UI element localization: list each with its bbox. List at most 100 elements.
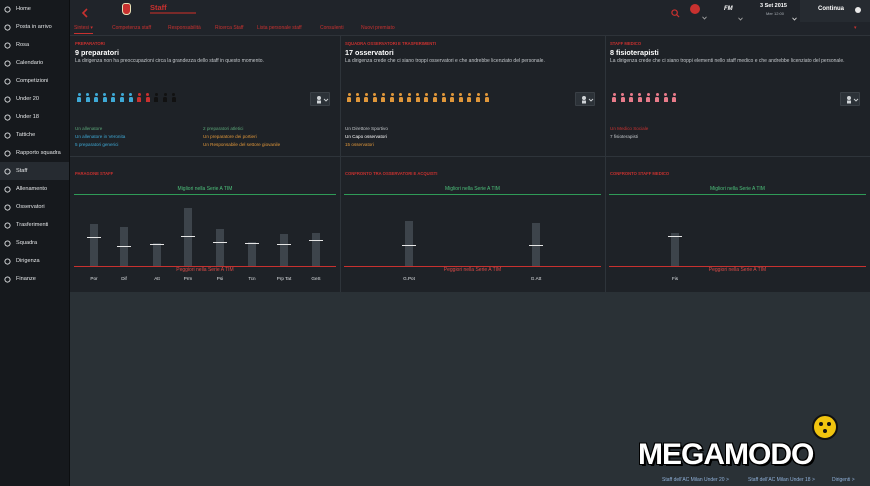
tactics-icon (3, 131, 11, 139)
chevron-down-icon[interactable] (792, 8, 797, 21)
chevron-down-icon[interactable] (738, 8, 743, 21)
staff-figure-icon (102, 93, 107, 102)
staff-figure-icon (629, 93, 634, 102)
section-description: La dirigenza non ha preoccupazioni circa… (75, 58, 264, 64)
sidebar-item-label: Home (16, 6, 31, 12)
staff-figure-icon (637, 93, 642, 102)
tab-nuovi-premiato[interactable]: Nuovi premiato (361, 25, 395, 31)
tab-competenza-staff[interactable]: Competenza staff (112, 25, 152, 31)
finances-icon (3, 275, 11, 283)
staff-figure-icon (663, 93, 668, 102)
chart-bar (532, 222, 540, 266)
sidebar-item-label: Calendario (16, 60, 44, 66)
chart-title: PARAGONE STAFF (75, 171, 114, 176)
sidebar-item-tattiche[interactable]: Tattiche (0, 126, 69, 144)
current-date[interactable]: 3 Set 2015 (760, 3, 787, 9)
top-bar: Staff FM 3 Set 2015 Mer 12:00 Continua (70, 0, 870, 22)
staff-filter-button[interactable] (310, 92, 330, 106)
chart-bar (216, 228, 224, 266)
staff-figure-icon (347, 93, 351, 102)
sidebar: Home Posta in arrivo Rosa Calendario Competi… (0, 0, 70, 486)
footer-links: Staff dell'AC Milan Under 20 > Staff dell… (70, 476, 870, 486)
sidebar-item-competizioni[interactable]: Competizioni (0, 72, 69, 90)
staff-figure-icon (171, 93, 176, 102)
top-reference-label: Migliori nella Serie A TIM (177, 186, 233, 192)
sidebar-item-allenamento[interactable]: Allenamento (0, 180, 69, 198)
sidebar-item-label: Competizioni (16, 78, 49, 84)
sidebar-item-calendario[interactable]: Calendario (0, 54, 69, 72)
sidebar-item-rapporto-squadra[interactable]: Rapporto squadra (0, 144, 69, 162)
footer-link[interactable]: Dirigenti > (832, 477, 855, 483)
chart-value-marker (181, 235, 195, 237)
bottom-reference-label: Peggiori nella Serie A TIM (708, 267, 767, 273)
chart-value-marker (529, 245, 543, 247)
board-icon (3, 257, 11, 265)
sidebar-item-label: Rosa (16, 42, 30, 48)
footer-link[interactable]: Staff dell'AC Milan Under 18 > (748, 477, 815, 483)
staff-role-line: 5 preparatori generici (75, 142, 119, 147)
bottom-reference-label: Peggiori nella Serie A TIM (176, 267, 234, 273)
section-separator (70, 156, 340, 157)
staff-figure-icon (612, 93, 616, 102)
staff-filter-button[interactable] (840, 92, 860, 106)
tab-lista-personale-staff[interactable]: Lista personale staff (257, 25, 302, 31)
section-description: La dirigenza crede che ci siano troppi e… (610, 58, 845, 64)
continue-button[interactable]: Continua (800, 0, 870, 22)
sidebar-item-under-20[interactable]: Under 20 (0, 90, 69, 108)
staff-figure-icon (484, 93, 489, 102)
sidebar-item-staff[interactable]: Staff (0, 162, 69, 180)
sidebar-item-under-18[interactable]: Under 18 (0, 108, 69, 126)
back-icon[interactable] (80, 5, 90, 18)
staff-count: 8 fisioterapisti (610, 48, 659, 57)
sidebar-item-rosa[interactable]: Rosa (0, 36, 69, 54)
club-menu-icon[interactable] (690, 4, 700, 14)
staff-role-line: Un Medico Sociale (610, 126, 649, 131)
section-title: PREPARATORI (75, 41, 105, 46)
continue-label: Continua (818, 6, 844, 12)
header-subtitle-bar (150, 12, 196, 14)
sidebar-item-finanze[interactable]: Finanze (0, 270, 69, 288)
sidebar-item-trasferimenti[interactable]: Trasferimenti (0, 216, 69, 234)
staff-filter-button[interactable] (575, 92, 595, 106)
chart-category-label: Por (90, 276, 98, 281)
staff-figure-icon (433, 93, 437, 102)
bottom-reference-label: Peggiori nella Serie A TIM (443, 267, 502, 273)
staff-role-line: 15 osservatori (345, 142, 374, 147)
section-separator (605, 156, 870, 157)
top-reference-line (609, 194, 866, 195)
trophy-icon (3, 77, 11, 85)
chevron-down-icon[interactable] (702, 7, 707, 20)
staff-figure-icon (137, 93, 142, 102)
tab-options-icon[interactable]: ▾ (854, 25, 857, 31)
footer-link[interactable]: Staff dell'AC Milan Under 20 > (662, 477, 729, 483)
staff-role-line: 7 fisioterapisti (610, 134, 639, 139)
chart-category-label: Fis (671, 276, 679, 281)
column-divider (605, 36, 606, 292)
sidebar-item-label: Trasferimenti (16, 222, 49, 228)
sidebar-item-squadra[interactable]: Squadra (0, 234, 69, 252)
sidebar-item-posta-in-arrivo[interactable]: Posta in arrivo (0, 18, 69, 36)
top-reference-line (74, 194, 336, 195)
staff-figure-icon (94, 93, 99, 102)
inbox-icon (3, 23, 11, 31)
staff-figure-icon (407, 93, 412, 102)
current-time: Mer 12:00 (766, 11, 785, 16)
bottom-reference-line (74, 266, 336, 267)
sidebar-item-osservatori[interactable]: Osservatori (0, 198, 69, 216)
tab-ricerca-staff[interactable]: Ricerca Staff (215, 25, 244, 31)
fm-logo[interactable]: FM (724, 6, 733, 12)
staff-figure-icon (476, 93, 480, 102)
sidebar-item-label: Under 20 (16, 96, 40, 102)
staff-count: 17 osservatori (345, 48, 394, 57)
staff-role-line: Un preparatore dei portieri (203, 134, 257, 139)
sidebar-item-dirigenza[interactable]: Dirigenza (0, 252, 69, 270)
chart-bar (405, 221, 413, 266)
tab-sintesi[interactable]: Sintesi ▾ (74, 25, 93, 34)
staff-figure-icon (467, 93, 472, 102)
tab-consulenti[interactable]: Consulenti (320, 25, 344, 31)
sidebar-item-home[interactable]: Home (0, 0, 69, 18)
top-reference-label: Migliori nella Serie A TIM (445, 186, 500, 192)
search-icon[interactable] (671, 5, 680, 18)
tab-responsabilità[interactable]: Responsabilità (168, 25, 201, 31)
tab-bar: Sintesi ▾ Competenza staff Responsabilità R… (70, 22, 870, 36)
